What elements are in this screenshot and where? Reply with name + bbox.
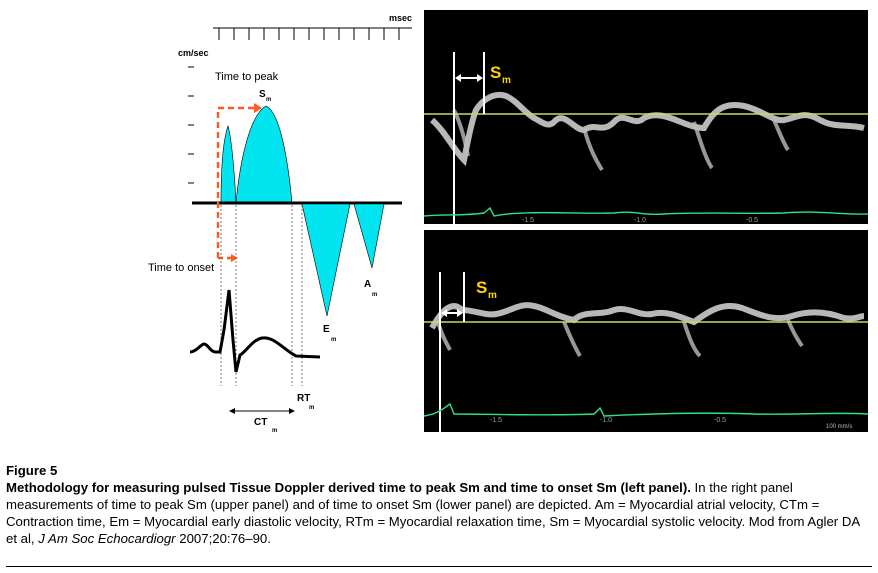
lower-sm-label: S: [476, 278, 487, 297]
lower-doppler-envelope: [429, 302, 865, 330]
time-to-peak-arrowhead: [254, 103, 262, 113]
lower-time-arrowhead-right: [457, 309, 463, 317]
schematic-diagram: msec cm/sec: [148, 13, 412, 434]
caption-body: In the right panel measurements of time …: [6, 480, 860, 546]
upper-doppler-troughs: [452, 109, 790, 172]
figure-title: Methodology for measuring pulsed Tissue …: [6, 480, 691, 495]
time-to-peak-arrow: [216, 106, 256, 258]
upper-ecg-mark-2: -1.0: [634, 217, 646, 224]
time-to-peak-label: Time to peak: [215, 71, 279, 83]
am-label: A: [364, 279, 371, 290]
rt-subscript: m: [309, 405, 314, 411]
bottom-rule: [6, 566, 872, 567]
figure-label: Figure 5: [6, 463, 58, 478]
am-wave: [353, 203, 385, 269]
upper-time-arrowhead-right: [477, 74, 483, 82]
am-subscript: m: [372, 292, 377, 298]
sm-peak-subscript: m: [266, 97, 271, 103]
doppler-images: S m -1.5 -1.0 -0.5 S: [423, 10, 869, 432]
caption-citation: 2007;20:76–90.: [175, 531, 271, 546]
panel-separator: [424, 224, 868, 230]
upper-ecg-mark-1: -1.5: [522, 217, 534, 224]
em-subscript: m: [331, 337, 336, 343]
lower-ecg-trace: [423, 402, 869, 417]
em-label: E: [323, 324, 330, 335]
upper-time-arrowhead-left: [455, 74, 461, 82]
figure-caption: Figure 5 Methodology for measuring pulse…: [6, 462, 872, 547]
lower-ecg-mark-1: -1.5: [490, 417, 502, 424]
upper-ecg-trace: [423, 206, 869, 217]
velocity-unit-label: cm/sec: [178, 48, 209, 58]
upper-ecg-mark-3: -0.5: [746, 217, 758, 224]
lower-ecg-mark-2: -1.0: [600, 417, 612, 424]
journal-name: J Am Soc Echocardiogr: [38, 531, 176, 546]
schematic-panel: msec cm/sec: [0, 0, 420, 440]
guide-lines: [220, 205, 303, 386]
sm-main-wave: [235, 105, 293, 204]
ecg-trace: [189, 289, 321, 373]
msec-label: msec: [389, 13, 412, 23]
ct-arrowhead-right: [289, 408, 295, 414]
time-to-onset-arrowhead: [231, 254, 238, 262]
ct-arrowhead-left: [229, 408, 235, 414]
upper-doppler-image: S m -1.5 -1.0 -0.5: [423, 10, 869, 224]
velocity-ticks: [188, 66, 194, 184]
lower-time-arrowhead-left: [441, 309, 447, 317]
upper-sm-subscript: m: [502, 75, 511, 86]
em-wave: [301, 203, 351, 317]
upper-sm-label: S: [490, 63, 501, 82]
upper-doppler-envelope: [429, 92, 865, 167]
sm-small-wave: [220, 125, 237, 204]
doppler-images-panel: S m -1.5 -1.0 -0.5 S: [423, 10, 869, 432]
sm-peak-label: S: [259, 89, 266, 100]
rt-label: RT: [297, 393, 310, 404]
figure: msec cm/sec: [0, 0, 869, 440]
lower-ecg-mark-3: -0.5: [714, 417, 726, 424]
lower-scale-text: 100 mm/s: [826, 424, 852, 430]
time-ruler-ticks: [218, 28, 400, 40]
ct-subscript: m: [272, 428, 277, 434]
time-to-onset-label: Time to onset: [148, 262, 214, 274]
ct-label: CT: [254, 417, 267, 428]
lower-doppler-image: S m -1.5 -1.0 -0.5 100 mm/s: [423, 230, 869, 432]
lower-doppler-troughs: [436, 319, 804, 358]
lower-sm-subscript: m: [488, 290, 497, 301]
